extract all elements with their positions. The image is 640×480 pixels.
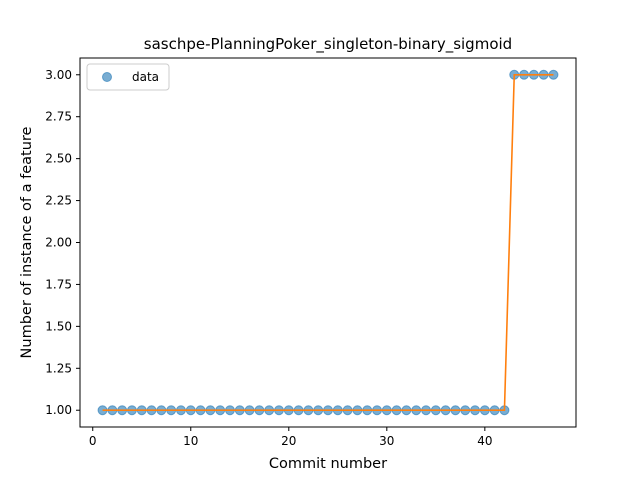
legend: data: [87, 64, 169, 90]
legend-label: data: [132, 70, 159, 84]
chart-title: saschpe-PlanningPoker_singleton-binary_s…: [144, 35, 512, 54]
x-tick-label: 30: [379, 434, 394, 448]
y-tick-label: 1.00: [45, 403, 72, 417]
y-axis-label: Number of instance of a feature: [19, 126, 35, 358]
y-tick-label: 3.00: [45, 68, 72, 82]
y-tick-label: 2.25: [45, 194, 72, 208]
x-axis-label: Commit number: [269, 456, 387, 472]
x-tick-label: 10: [183, 434, 198, 448]
legend-marker: [103, 73, 112, 82]
y-tick-label: 2.75: [45, 110, 72, 124]
x-tick-label: 40: [477, 434, 492, 448]
y-tick-label: 1.50: [45, 319, 72, 333]
y-tick-label: 2.00: [45, 236, 72, 250]
y-tick-label: 1.25: [45, 361, 72, 375]
x-tick-label: 0: [89, 434, 97, 448]
y-tick-label: 2.50: [45, 152, 72, 166]
x-tick-label: 20: [281, 434, 296, 448]
y-tick-label: 1.75: [45, 277, 72, 291]
